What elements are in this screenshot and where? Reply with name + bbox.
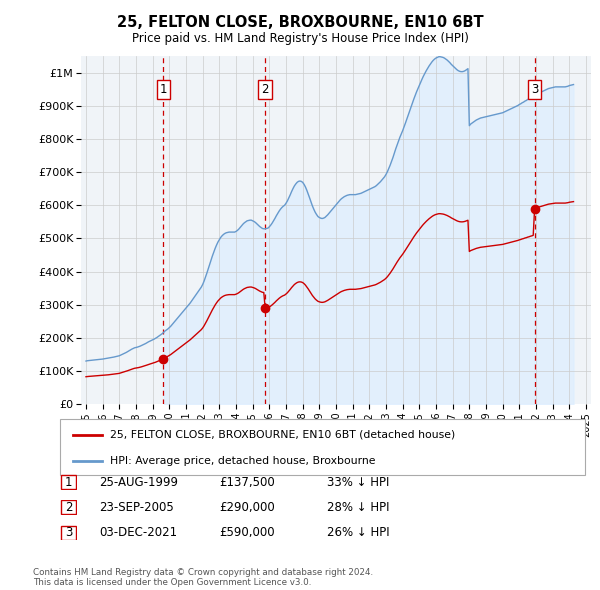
Text: 1: 1	[65, 476, 72, 489]
Text: Contains HM Land Registry data © Crown copyright and database right 2024.
This d: Contains HM Land Registry data © Crown c…	[33, 568, 373, 587]
Text: 3: 3	[65, 526, 72, 539]
Text: 25, FELTON CLOSE, BROXBOURNE, EN10 6BT: 25, FELTON CLOSE, BROXBOURNE, EN10 6BT	[116, 15, 484, 30]
Text: 26% ↓ HPI: 26% ↓ HPI	[327, 526, 389, 539]
Text: 03-DEC-2021: 03-DEC-2021	[99, 526, 177, 539]
Text: £137,500: £137,500	[219, 476, 275, 489]
Text: 33% ↓ HPI: 33% ↓ HPI	[327, 476, 389, 489]
Text: Price paid vs. HM Land Registry's House Price Index (HPI): Price paid vs. HM Land Registry's House …	[131, 32, 469, 45]
Text: £590,000: £590,000	[219, 526, 275, 539]
Text: 3: 3	[531, 83, 538, 96]
Text: HPI: Average price, detached house, Broxbourne: HPI: Average price, detached house, Brox…	[110, 456, 376, 466]
Text: 23-SEP-2005: 23-SEP-2005	[99, 501, 174, 514]
Text: 2: 2	[261, 83, 269, 96]
Text: 1: 1	[160, 83, 167, 96]
Text: 28% ↓ HPI: 28% ↓ HPI	[327, 501, 389, 514]
Text: 2: 2	[65, 501, 72, 514]
Text: 25, FELTON CLOSE, BROXBOURNE, EN10 6BT (detached house): 25, FELTON CLOSE, BROXBOURNE, EN10 6BT (…	[110, 430, 455, 440]
Text: £290,000: £290,000	[219, 501, 275, 514]
Text: 25-AUG-1999: 25-AUG-1999	[99, 476, 178, 489]
